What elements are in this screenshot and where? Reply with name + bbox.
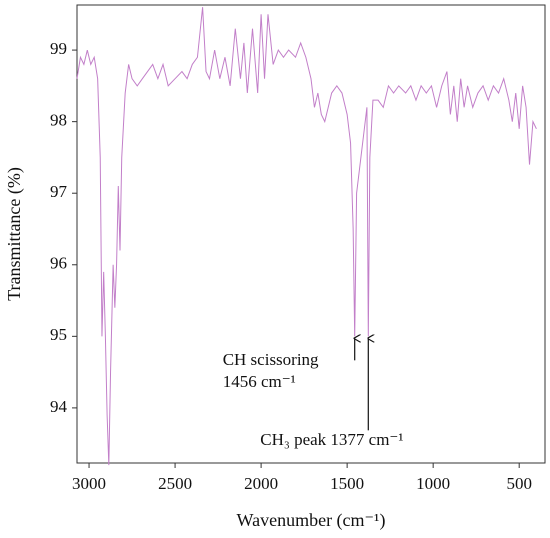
y-tick-label: 97 — [50, 182, 68, 201]
x-tick-label: 1500 — [330, 474, 364, 493]
y-tick-label: 94 — [50, 397, 68, 416]
x-tick-label: 1000 — [416, 474, 450, 493]
spectrum-line — [76, 7, 537, 466]
annotation-text: 1456 cm⁻¹ — [223, 372, 296, 391]
annotation-text: CH₃ peak 1377 cm⁻¹ — [260, 430, 403, 449]
y-tick-label: 96 — [50, 254, 67, 273]
plot-frame — [76, 4, 546, 464]
annotation-text: CH scissoring — [223, 350, 319, 369]
x-tick-label: 2500 — [158, 474, 192, 493]
y-axis-label: Transmittance (%) — [4, 167, 25, 301]
y-tick-label: 95 — [50, 325, 67, 344]
x-tick-label: 500 — [506, 474, 532, 493]
y-tick-label: 98 — [50, 111, 67, 130]
x-axis-label: Wavenumber (cm⁻¹) — [237, 510, 386, 531]
x-tick-label: 2000 — [244, 474, 278, 493]
x-tick-label: 3000 — [72, 474, 106, 493]
y-tick-label: 99 — [50, 39, 67, 58]
